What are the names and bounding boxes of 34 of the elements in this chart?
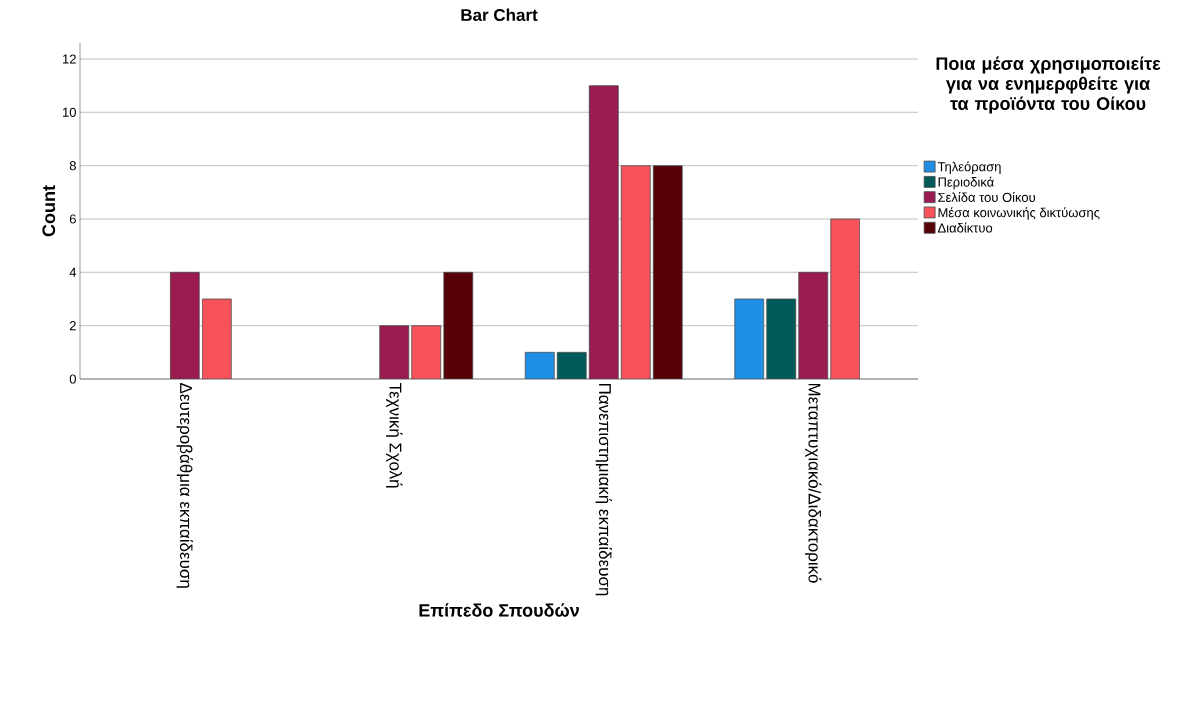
- y-tick-label: 4: [69, 267, 77, 277]
- bar: [379, 325, 410, 379]
- bar: [798, 271, 829, 379]
- y-tick-label: 0: [69, 374, 76, 384]
- bar: [556, 351, 587, 379]
- bar: [652, 165, 683, 379]
- y-tick-label: 10: [63, 107, 76, 117]
- legend-label: Σελίδα του Οίκου: [938, 192, 1036, 202]
- y-tick-label: 8: [69, 161, 76, 171]
- bar: [588, 85, 619, 379]
- bar: [201, 298, 232, 379]
- legend-title: Ποια μέσα χρησιμοποιείτε για να ενημερφθείτε για τα προϊόντα του Οίκου: [936, 56, 1161, 114]
- bar: [169, 271, 200, 379]
- x-tick-label: Δευτεροβάθμια εκπαίδευση: [176, 383, 193, 588]
- bar: [443, 271, 474, 379]
- bar: [734, 298, 765, 379]
- y-tick-label: 12: [63, 54, 76, 64]
- bar: [524, 351, 555, 379]
- bar: [766, 298, 797, 379]
- x-tick-label: Τεχνική Σχολή: [386, 382, 403, 488]
- chart-title: Bar Chart: [461, 8, 538, 22]
- legend-label: Μέσα κοινωνικής δικτύωσης: [938, 207, 1100, 220]
- bar: [411, 325, 442, 379]
- bar: [620, 165, 651, 379]
- y-axis-title: Count: [42, 185, 56, 237]
- legend-label: Περιοδικά: [938, 176, 994, 190]
- x-axis-title: Επίπεδο Σπουδών: [419, 603, 579, 617]
- bar: [830, 218, 861, 379]
- x-tick-label: Μεταπτυχιακό/Διδακτορικό: [805, 383, 822, 583]
- legend-label: Διαδίκτυο: [937, 222, 993, 233]
- y-tick-label: 2: [69, 321, 76, 331]
- x-tick-label: Πανεπιστημιακή εκπαίδευση: [595, 383, 612, 596]
- y-tick-label: 6: [69, 214, 76, 224]
- legend-label: Τηλεόραση: [937, 161, 1001, 174]
